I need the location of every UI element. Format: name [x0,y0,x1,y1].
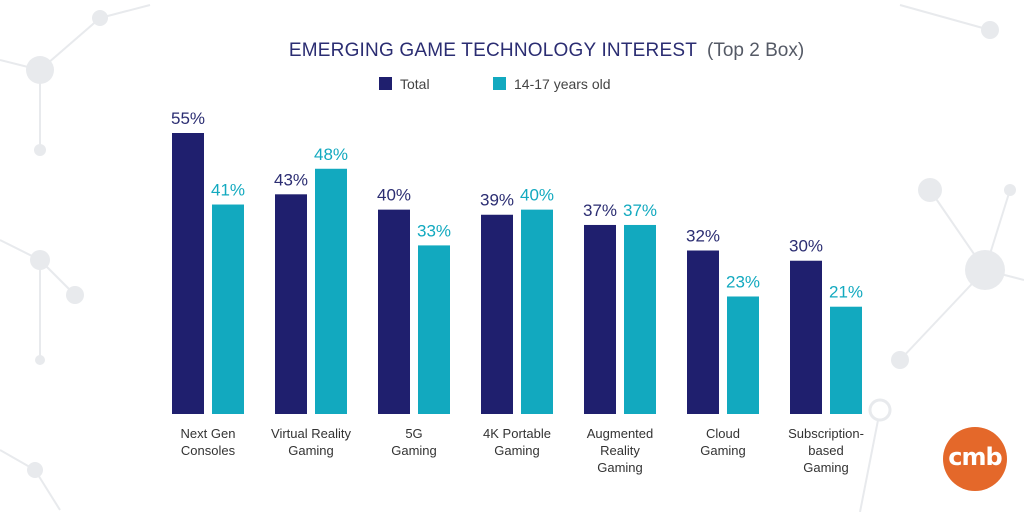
legend-label-total: Total [400,76,430,92]
value-label-total-3: 40% [377,186,411,205]
value-label-total-5: 37% [583,201,617,220]
value-label-teen-2: 48% [314,145,348,164]
value-label-teen-7: 21% [829,283,863,302]
value-label-teen-3: 33% [417,221,451,240]
bar-teen-7 [830,306,862,414]
category-label-1: Next Gen Consoles [181,426,236,458]
bar-teen-2 [315,168,347,414]
category-label-6: Cloud Gaming [700,426,746,458]
bar-teen-5 [624,224,656,414]
category-label-2: Virtual Reality Gaming [271,426,351,458]
bar-total-3 [378,209,410,414]
bar-teen-6 [727,296,759,414]
bar-teen-1 [212,204,244,414]
value-label-total-7: 30% [789,237,823,256]
value-label-teen-1: 41% [211,181,245,200]
value-label-total-2: 43% [274,170,308,189]
value-label-teen-4: 40% [520,186,554,205]
bar-teen-3 [418,245,450,414]
value-label-teen-5: 37% [623,201,657,220]
chart-title: EMERGING GAME TECHNOLOGY INTEREST [289,40,697,61]
legend: Total 14-17 years old [379,76,611,92]
legend-swatch-teen [493,77,506,90]
bar-total-7 [790,260,822,414]
bar-total-4 [481,214,513,414]
chart-subtitle: (Top 2 Box) [707,40,804,61]
legend-label-teen: 14-17 years old [514,76,611,92]
bar-total-6 [687,250,719,414]
value-labels: 55% 41% 43% 48% 40% 33% 39% 40% 37% 37% 32% 23% 30% 2… [171,109,863,302]
logo-text: cmb [948,443,1002,471]
value-label-total-1: 55% [171,109,205,128]
bar-teen-4 [521,209,553,414]
bar-total-5 [584,224,616,414]
category-label-7: Subscription-based Gaming [788,426,864,475]
cmb-logo: cmb [943,427,1007,491]
bar-total-2 [275,194,307,414]
bar-total-1 [172,133,204,414]
legend-swatch-total [379,77,392,90]
category-label-4: 4K Portable Gaming [483,426,551,458]
value-label-teen-6: 23% [726,272,760,291]
category-label-5: Augmented Reality Gaming [587,426,654,475]
value-label-total-6: 32% [686,227,720,246]
bar-series [172,133,862,414]
category-label-3: 5G Gaming [391,426,437,458]
category-labels: Next Gen Consoles Virtual Reality Gaming 5G G… [181,426,864,475]
value-label-total-4: 39% [480,191,514,210]
